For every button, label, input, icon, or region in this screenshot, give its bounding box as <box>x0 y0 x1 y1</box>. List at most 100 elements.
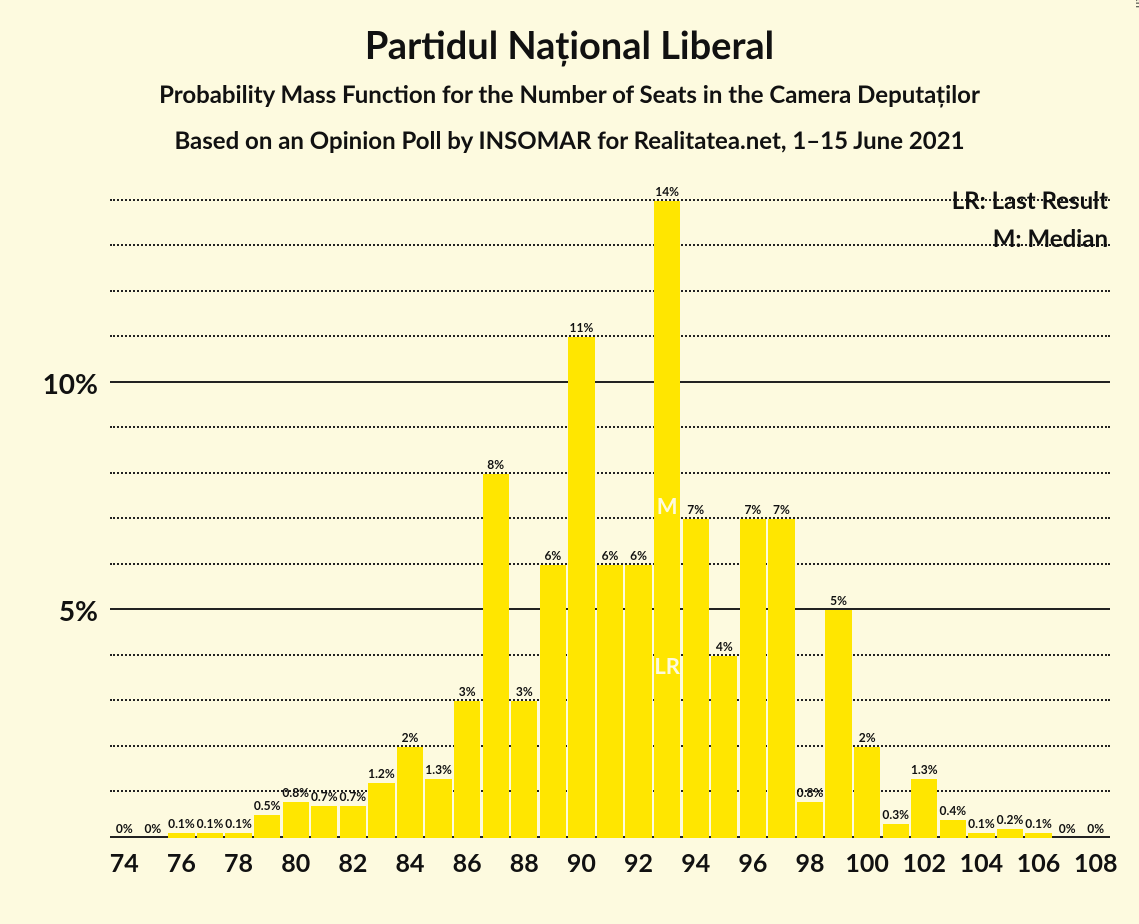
bar-value-label: 6% <box>544 548 561 563</box>
bar-value-label: 0.1% <box>968 816 995 831</box>
x-tick-label: 102 <box>903 848 947 878</box>
bar: 6% <box>540 565 566 838</box>
bar-value-label: 0% <box>1087 821 1104 836</box>
gridline-major <box>110 381 1110 383</box>
x-tick-label: 82 <box>338 848 367 878</box>
chart-subtitle-2: Based on an Opinion Poll by INSOMAR for … <box>0 126 1139 155</box>
bar: 0.1% <box>225 833 251 838</box>
bar: 0.2% <box>997 829 1023 838</box>
bar: 11% <box>568 337 594 838</box>
bar-value-label: 0.8% <box>282 785 309 800</box>
bar: 1.2% <box>368 783 394 838</box>
bar: 7% <box>768 519 794 838</box>
bar: 4% <box>711 656 737 838</box>
x-tick-label: 96 <box>738 848 767 878</box>
bar: 7% <box>740 519 766 838</box>
bar-value-label: 6% <box>602 548 619 563</box>
bar-value-label: 4% <box>716 639 733 654</box>
bar: 1.3% <box>911 779 937 838</box>
bar-value-label: 8% <box>487 457 504 472</box>
bar: 0.4% <box>940 820 966 838</box>
bar-value-label: 6% <box>630 548 647 563</box>
bar: 0.8% <box>283 802 309 838</box>
bar-value-label: 2% <box>402 730 419 745</box>
bar-value-label: 0.2% <box>997 812 1024 827</box>
legend-item: M: Median <box>993 224 1108 253</box>
x-tick-label: 100 <box>845 848 889 878</box>
bar: 0.7% <box>311 806 337 838</box>
bar-value-label: 0.1% <box>168 816 195 831</box>
bar: 0.7% <box>340 806 366 838</box>
bar-value-label: 7% <box>744 502 761 517</box>
x-tick-label: 108 <box>1074 848 1118 878</box>
gridline-minor <box>110 244 1110 246</box>
bar-value-label: 2% <box>859 730 876 745</box>
bar-value-label: 11% <box>570 320 594 335</box>
bar-value-label: 0.1% <box>225 816 252 831</box>
gridline-minor <box>110 335 1110 337</box>
chart-title: Partidul Național Liberal <box>0 22 1139 68</box>
last-result-marker: LR <box>654 652 680 679</box>
gridline-minor <box>110 472 1110 474</box>
bar: 2% <box>854 747 880 838</box>
bar: 0.3% <box>883 824 909 838</box>
bar: 0.1% <box>968 833 994 838</box>
bar: 3% <box>454 701 480 838</box>
bar-value-label: 5% <box>830 593 847 608</box>
credit-text: © 2021 Filip van Laenen <box>1133 0 1139 8</box>
x-tick-label: 104 <box>960 848 1004 878</box>
bar: 0.8% <box>797 802 823 838</box>
gridline-minor <box>110 426 1110 428</box>
bar: 3% <box>511 701 537 838</box>
bar: 7% <box>683 519 709 838</box>
bar-value-label: 0.3% <box>882 807 909 822</box>
x-tick-label: 88 <box>510 848 539 878</box>
bar: 5% <box>825 610 851 838</box>
legend-item: LR: Last Result <box>952 186 1108 215</box>
bar: 0.5% <box>254 815 280 838</box>
bar-value-label: 1.3% <box>911 762 938 777</box>
bar: 0.1% <box>168 833 194 838</box>
gridline-minor <box>110 517 1110 519</box>
bar: 0.1% <box>1025 833 1051 838</box>
bar: 1.3% <box>425 779 451 838</box>
x-tick-label: 90 <box>567 848 596 878</box>
x-tick-label: 106 <box>1017 848 1061 878</box>
x-tick-label: 84 <box>395 848 424 878</box>
bar: 8% <box>483 474 509 838</box>
bar-value-label: 7% <box>773 502 790 517</box>
x-tick-label: 80 <box>281 848 310 878</box>
x-tick-label: 94 <box>681 848 710 878</box>
bar-value-label: 0.7% <box>340 789 367 804</box>
chart-container: Partidul Național Liberal Probability Ma… <box>0 0 1139 924</box>
bar-value-label: 1.3% <box>425 762 452 777</box>
y-tick-label: 10% <box>43 366 98 400</box>
x-tick-label: 78 <box>224 848 253 878</box>
bar-value-label: 1.2% <box>368 766 395 781</box>
bar-value-label: 0% <box>144 821 161 836</box>
x-tick-label: 86 <box>453 848 482 878</box>
x-tick-label: 92 <box>624 848 653 878</box>
bar-value-label: 7% <box>687 502 704 517</box>
bar-value-label: 0.1% <box>1025 816 1052 831</box>
bar-value-label: 0.8% <box>797 785 824 800</box>
x-tick-label: 74 <box>110 848 139 878</box>
bar-value-label: 3% <box>459 684 476 699</box>
chart-subtitle-1: Probability Mass Function for the Number… <box>0 80 1139 109</box>
bar: 6% <box>625 565 651 838</box>
bar-value-label: 14% <box>655 184 679 199</box>
bar: 6% <box>597 565 623 838</box>
gridline-minor <box>110 290 1110 292</box>
x-tick-label: 76 <box>167 848 196 878</box>
bar-value-label: 0% <box>116 821 133 836</box>
bar: 0.1% <box>197 833 223 838</box>
median-marker: M <box>657 492 678 519</box>
bar-value-label: 3% <box>516 684 533 699</box>
bar-value-label: 0.7% <box>311 789 338 804</box>
x-tick-label: 98 <box>795 848 824 878</box>
bar: 2% <box>397 747 423 838</box>
y-tick-label: 5% <box>59 593 98 627</box>
bar-value-label: 0.5% <box>254 798 281 813</box>
plot-area: 5%10%0%0%0.1%0.1%0.1%0.5%0.8%0.7%0.7%1.2… <box>110 178 1110 838</box>
bar-value-label: 0% <box>1059 821 1076 836</box>
